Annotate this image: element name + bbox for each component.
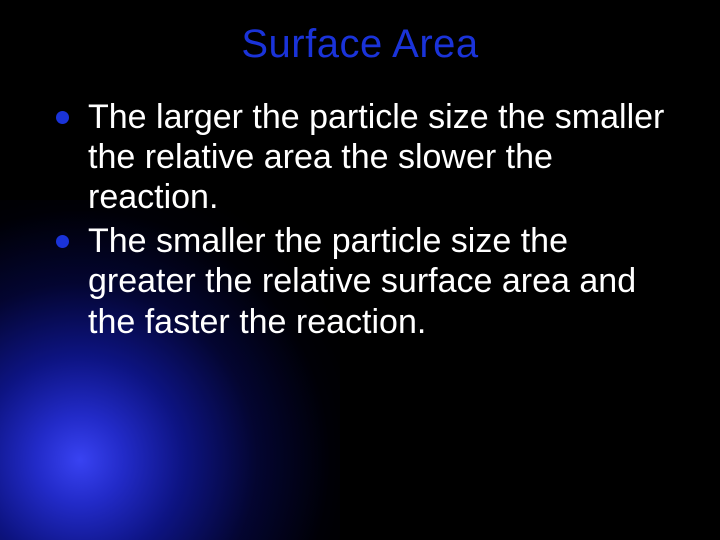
bullet-list: The larger the particle size the smaller… xyxy=(48,97,672,342)
bullet-item: The larger the particle size the smaller… xyxy=(56,97,672,217)
slide-title: Surface Area xyxy=(48,22,672,67)
bullet-item: The smaller the particle size the greate… xyxy=(56,221,672,341)
slide-container: Surface Area The larger the particle siz… xyxy=(0,0,720,540)
